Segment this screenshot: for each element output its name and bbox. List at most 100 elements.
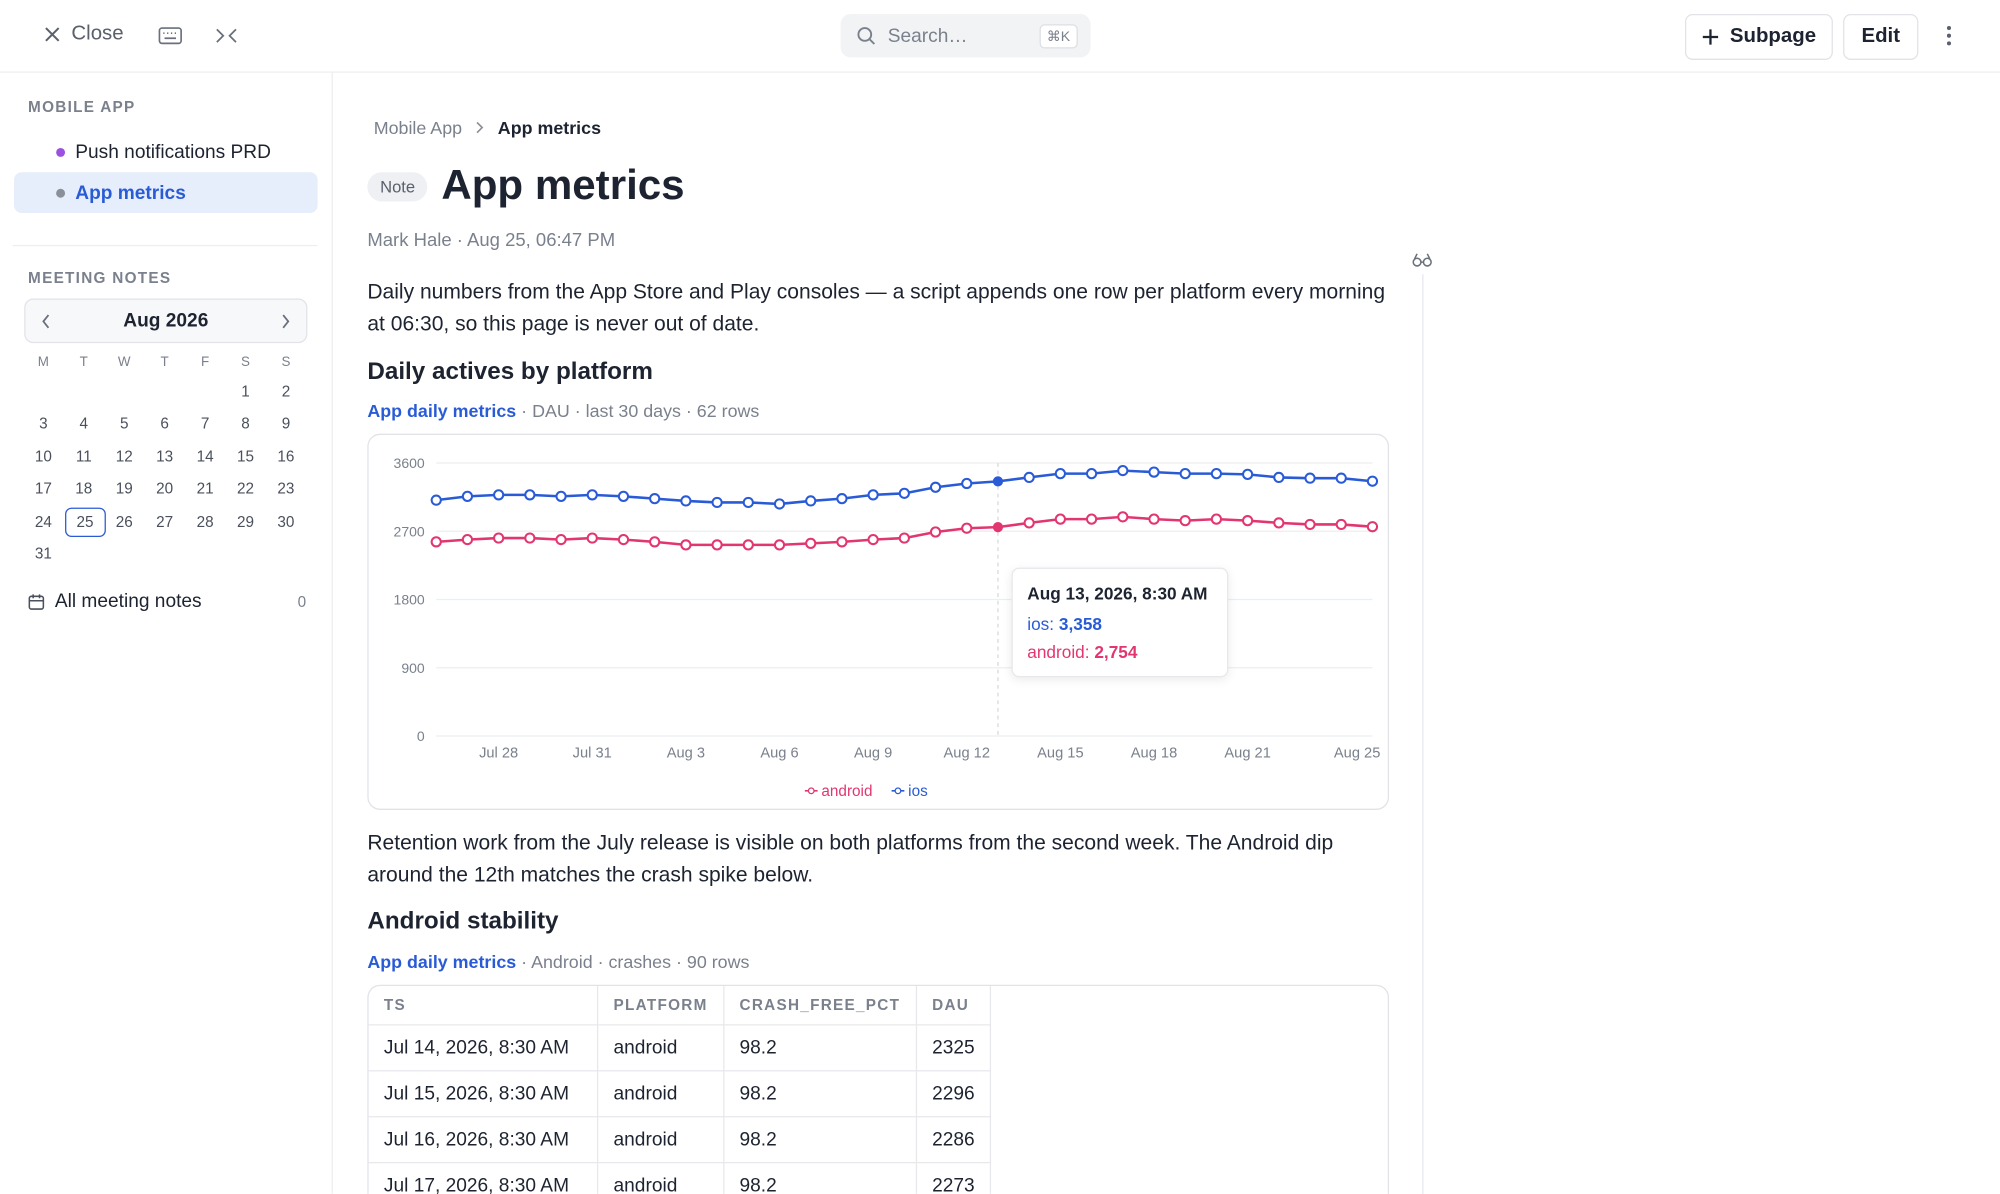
calendar-day[interactable]: 24 xyxy=(34,512,52,531)
data-point xyxy=(586,532,598,544)
calendar-day[interactable]: 4 xyxy=(79,415,89,433)
calendar-day[interactable]: 6 xyxy=(160,415,169,433)
data-point xyxy=(493,489,505,501)
calendar-day[interactable]: 23 xyxy=(277,479,295,498)
page-title: App metrics xyxy=(441,160,685,208)
paragraph: Retention work from the July release is … xyxy=(367,831,1334,887)
calendar-day[interactable]: 3 xyxy=(39,415,48,433)
calendar-day[interactable]: 30 xyxy=(277,512,295,531)
calendar-day[interactable]: 20 xyxy=(156,479,174,498)
data-point xyxy=(555,490,567,502)
page-item[interactable]: App metrics xyxy=(14,172,318,214)
weekday: W xyxy=(117,354,131,370)
calendar-day[interactable]: 27 xyxy=(156,512,174,531)
data-point xyxy=(929,526,942,538)
calendar-day[interactable]: 12 xyxy=(115,447,133,466)
calendar-day[interactable]: 21 xyxy=(196,479,214,498)
calendar-day[interactable]: 15 xyxy=(237,447,255,466)
collapse-icon[interactable] xyxy=(214,26,240,46)
source-link[interactable]: App daily metrics xyxy=(367,400,517,421)
next-month[interactable] xyxy=(281,313,291,328)
all-notes[interactable]: All meeting notes 0 xyxy=(28,591,306,612)
table-cell: Jul 16, 2026, 8:30 AM xyxy=(368,1116,599,1164)
data-point xyxy=(1304,518,1316,531)
edit-button[interactable]: Edit xyxy=(1843,14,1919,60)
calendar-day[interactable]: 16 xyxy=(277,447,295,466)
calendar-day[interactable]: 29 xyxy=(237,512,255,531)
tooltip-key: android: xyxy=(1027,642,1090,662)
page-item[interactable]: Push notifications PRD xyxy=(14,131,318,172)
readers-icon xyxy=(1412,253,1432,267)
data-point xyxy=(1273,517,1285,529)
sidebar-section: MEETING NOTES xyxy=(28,269,172,287)
data-point xyxy=(836,536,848,548)
data-table: TS PLATFORM CRASH_FREE_PCT DAU Jul 14, 2026,… xyxy=(368,985,992,1194)
calendar-day[interactable]: 25 xyxy=(64,507,106,537)
calendar-day[interactable]: 10 xyxy=(34,447,52,466)
source-link[interactable]: App daily metrics xyxy=(367,951,517,972)
data-point xyxy=(805,537,817,549)
data-point xyxy=(773,498,786,510)
breadcrumb-item[interactable]: Mobile App xyxy=(373,117,463,138)
y-tick-label: 0 xyxy=(417,728,425,744)
keyboard-icon[interactable] xyxy=(158,26,184,46)
table-row: Jul 15, 2026, 8:30 AM android 98.2 2296 xyxy=(368,1070,992,1118)
calendar-day[interactable]: 26 xyxy=(115,512,133,531)
search-box[interactable]: Search… ⌘K xyxy=(840,14,1091,58)
tooltip-title: Aug 13, 2026, 8:30 AM xyxy=(1027,584,1208,604)
calendar-day[interactable]: 5 xyxy=(119,415,129,433)
data-point xyxy=(1023,471,1035,484)
calendar-day[interactable]: 11 xyxy=(75,447,92,466)
calendar-day[interactable]: 7 xyxy=(200,415,210,433)
calendar-day[interactable]: 9 xyxy=(281,415,291,433)
column-header: PLATFORM xyxy=(597,985,725,1026)
subpage-label: Subpage xyxy=(1729,25,1817,48)
data-point xyxy=(961,522,973,534)
calendar-day[interactable]: 31 xyxy=(34,544,52,563)
y-tick-label: 2700 xyxy=(394,523,425,539)
x-tick-label: Aug 9 xyxy=(854,746,892,762)
calendar-day[interactable]: 22 xyxy=(237,479,255,498)
data-point xyxy=(1242,515,1254,527)
calendar-month: Aug 2026 xyxy=(123,309,209,332)
weekday: M xyxy=(37,354,49,370)
calendar-day[interactable]: 1 xyxy=(241,382,250,401)
weekday: S xyxy=(241,354,250,370)
weekday: F xyxy=(200,354,210,370)
data-point xyxy=(617,533,630,546)
data-point xyxy=(680,539,692,551)
subpage-button[interactable]: Subpage xyxy=(1684,14,1833,60)
calendar-day[interactable]: 14 xyxy=(196,447,214,466)
data-point xyxy=(430,536,442,548)
prev-month[interactable] xyxy=(41,313,51,328)
data-point xyxy=(1085,513,1098,525)
calendar-day[interactable]: 13 xyxy=(156,447,174,466)
column-header: DAU xyxy=(916,985,992,1026)
page-label: App metrics xyxy=(75,181,186,204)
data-point xyxy=(1117,464,1129,477)
table-cell: android xyxy=(597,1116,725,1164)
data-point xyxy=(711,496,723,509)
table-cell: android xyxy=(597,1162,725,1194)
calendar-day[interactable]: 28 xyxy=(196,512,214,531)
x-tick-label: Aug 6 xyxy=(760,746,798,762)
calendar-day[interactable]: 18 xyxy=(75,479,93,498)
more-icon[interactable] xyxy=(1941,23,1956,49)
section-heading: Android stability xyxy=(367,908,559,935)
table-cell: 2273 xyxy=(916,1162,992,1194)
calendar-day[interactable]: 8 xyxy=(241,415,250,433)
calendar-day[interactable]: 17 xyxy=(34,479,52,498)
data-point xyxy=(1210,513,1223,525)
calendar-day[interactable]: 2 xyxy=(281,382,291,401)
edit-label: Edit xyxy=(1861,25,1901,48)
legend-swatch xyxy=(894,787,902,795)
section-source: App daily metrics · DAU · last 30 days ·… xyxy=(367,401,759,421)
data-point xyxy=(1054,513,1066,525)
calendar-day[interactable]: 19 xyxy=(115,479,133,498)
close-button[interactable]: Close xyxy=(43,23,124,46)
data-point xyxy=(617,490,630,502)
data-point xyxy=(1085,468,1098,480)
data-point xyxy=(524,489,536,501)
data-point xyxy=(1242,468,1254,480)
sidebar-border xyxy=(331,72,333,1194)
